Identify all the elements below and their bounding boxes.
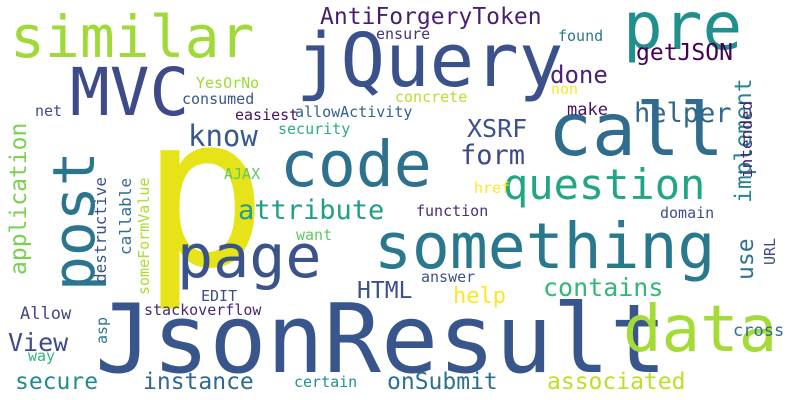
word-data: data bbox=[623, 293, 778, 367]
word-asp: asp bbox=[93, 316, 111, 344]
word-help: help bbox=[453, 284, 506, 309]
word-pre: pre bbox=[623, 0, 743, 65]
word-url: URL bbox=[761, 237, 779, 265]
word-stackoverflow: stackoverflow bbox=[144, 301, 262, 319]
word-know: know bbox=[188, 119, 258, 153]
word-view: View bbox=[8, 328, 69, 357]
word-helper: helper bbox=[634, 98, 732, 129]
word-way: way bbox=[28, 347, 56, 365]
word-function: function bbox=[416, 202, 489, 220]
word-attribute: attribute bbox=[238, 195, 385, 226]
word-security: security bbox=[278, 120, 351, 138]
word-mvc: MVC bbox=[70, 54, 190, 131]
word-make: make bbox=[567, 100, 608, 120]
word-call: call bbox=[548, 88, 724, 173]
word-getjson: getJSON bbox=[636, 40, 733, 66]
word-application: application bbox=[6, 122, 32, 275]
word-answer: answer bbox=[421, 268, 476, 286]
word-someformvalue: someFormValue bbox=[135, 177, 153, 295]
word-concrete: concrete bbox=[395, 88, 468, 106]
word-net: net bbox=[35, 102, 63, 120]
word-jsonresult: JsonResult bbox=[95, 285, 667, 395]
word-want: want bbox=[296, 226, 333, 244]
word-contains: contains bbox=[543, 273, 664, 302]
word-ensure: ensure bbox=[376, 25, 431, 43]
word-html: HTML bbox=[357, 278, 413, 304]
word-question: question bbox=[503, 160, 706, 209]
word-easiest: easiest bbox=[235, 106, 299, 124]
word-associated: associated bbox=[547, 369, 686, 395]
word-domain: domain bbox=[660, 204, 715, 222]
word-href: href bbox=[474, 179, 511, 197]
word-jquery: jQuery bbox=[296, 18, 564, 104]
word-cross: cross bbox=[733, 321, 785, 341]
word-secure: secure bbox=[15, 369, 99, 395]
word-callable: callable bbox=[116, 177, 135, 255]
word-something: something bbox=[374, 210, 716, 283]
word-p: p bbox=[141, 70, 268, 315]
word-allowactivity: allowActivity bbox=[295, 103, 413, 121]
word-found: found bbox=[558, 27, 604, 45]
word-use: use bbox=[733, 238, 759, 280]
word-intended: intended bbox=[737, 100, 756, 178]
word-antiforgerytoken: AntiForgeryToken bbox=[320, 4, 542, 30]
word-certain: certain bbox=[294, 373, 358, 391]
word-onsubmit: onSubmit bbox=[387, 369, 498, 395]
word-done: done bbox=[550, 61, 608, 89]
word-allow: Allow bbox=[20, 304, 72, 324]
word-code: code bbox=[280, 128, 432, 201]
word-edit: EDIT bbox=[201, 287, 238, 305]
word-instance: instance bbox=[143, 369, 254, 395]
word-yesorno: YesOrNo bbox=[196, 74, 260, 92]
word-consumed: consumed bbox=[182, 90, 255, 108]
word-non: non bbox=[551, 80, 579, 98]
word-ajax: AJAX bbox=[224, 165, 261, 183]
word-page: page bbox=[177, 222, 322, 292]
word-form: form bbox=[460, 140, 526, 171]
word-similar: similar bbox=[10, 3, 255, 71]
word-destructive: destructive bbox=[91, 177, 110, 283]
word-xsrf: XSRF bbox=[467, 114, 528, 143]
